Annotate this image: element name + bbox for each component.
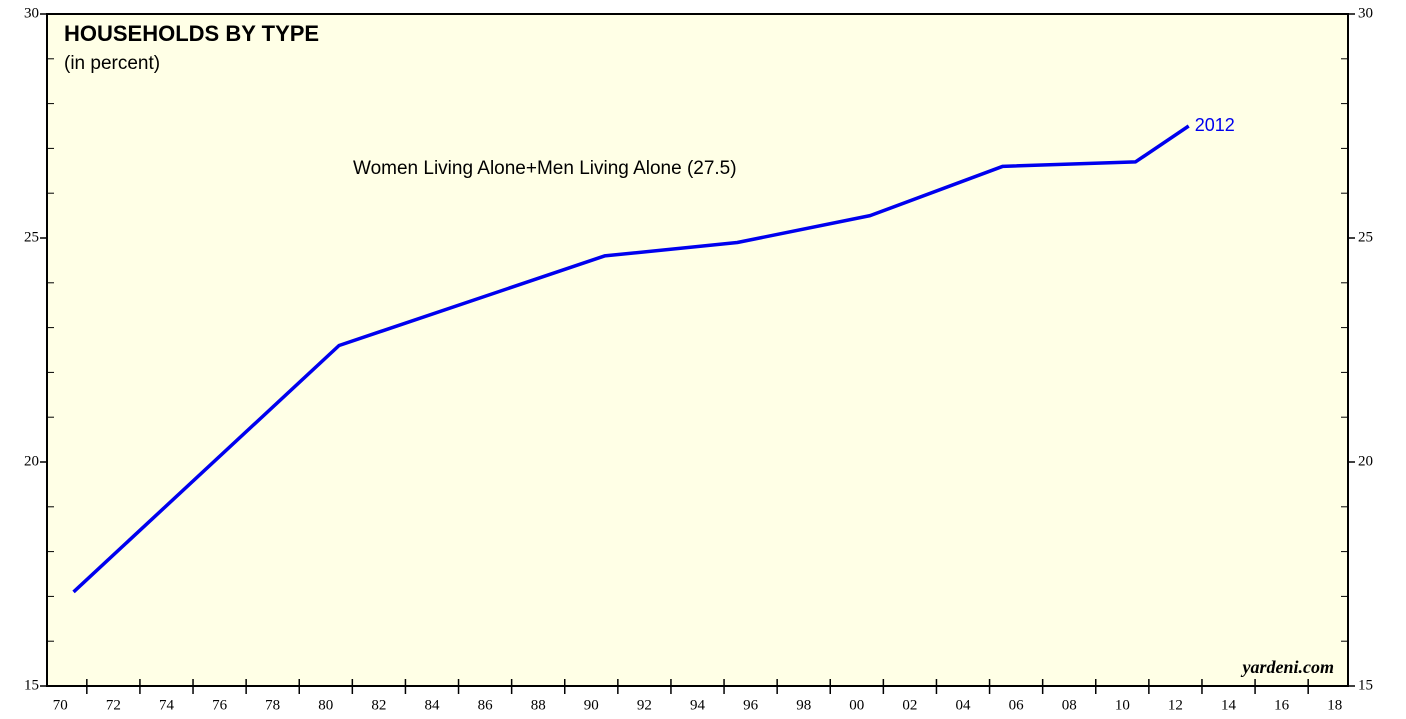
x-tick-label: 78 — [265, 697, 280, 713]
x-tick-label: 98 — [796, 697, 811, 713]
x-tick-label: 74 — [159, 697, 175, 713]
source: yardeni.com — [1241, 657, 1335, 677]
x-tick-label: 16 — [1274, 697, 1290, 713]
x-tick-label: 18 — [1327, 697, 1342, 713]
x-tick-label: 10 — [1115, 697, 1130, 713]
y2-tick-label: 20 — [1358, 453, 1373, 469]
x-tick-label: 94 — [690, 697, 706, 713]
y-tick-label: 30 — [24, 5, 39, 21]
x-tick-label: 90 — [584, 697, 599, 713]
x-tick-label: 76 — [212, 697, 228, 713]
x-tick-label: 92 — [637, 697, 652, 713]
x-tick-label: 80 — [318, 697, 333, 713]
chart-subtitle: (in percent) — [64, 53, 160, 74]
x-tick-label: 02 — [902, 697, 917, 713]
x-tick-label: 04 — [956, 697, 972, 713]
x-tick-label: 06 — [1009, 697, 1025, 713]
x-tick-label: 08 — [1062, 697, 1077, 713]
x-tick-label: 70 — [53, 697, 68, 713]
y2-tick-label: 30 — [1358, 5, 1373, 21]
end-label: 2012 — [1195, 115, 1235, 135]
y-tick-label: 15 — [24, 677, 39, 693]
y2-tick-label: 25 — [1358, 229, 1373, 245]
x-tick-label: 12 — [1168, 697, 1183, 713]
x-tick-label: 88 — [531, 697, 546, 713]
x-tick-label: 00 — [849, 697, 864, 713]
series-label: Women Living Alone+Men Living Alone (27.… — [353, 158, 737, 179]
y2-tick-label: 15 — [1358, 677, 1373, 693]
y-tick-label: 20 — [24, 453, 39, 469]
y-tick-label: 25 — [24, 229, 39, 245]
plot-area — [46, 13, 1349, 687]
x-tick-label: 84 — [424, 697, 440, 713]
x-tick-label: 82 — [371, 697, 386, 713]
chart-title: HOUSEHOLDS BY TYPE — [64, 21, 319, 46]
x-tick-label: 14 — [1221, 697, 1237, 713]
series-line — [72, 124, 1190, 594]
x-tick-label: 86 — [478, 697, 494, 713]
x-tick-label: 96 — [743, 697, 759, 713]
x-tick-label: 72 — [106, 697, 121, 713]
